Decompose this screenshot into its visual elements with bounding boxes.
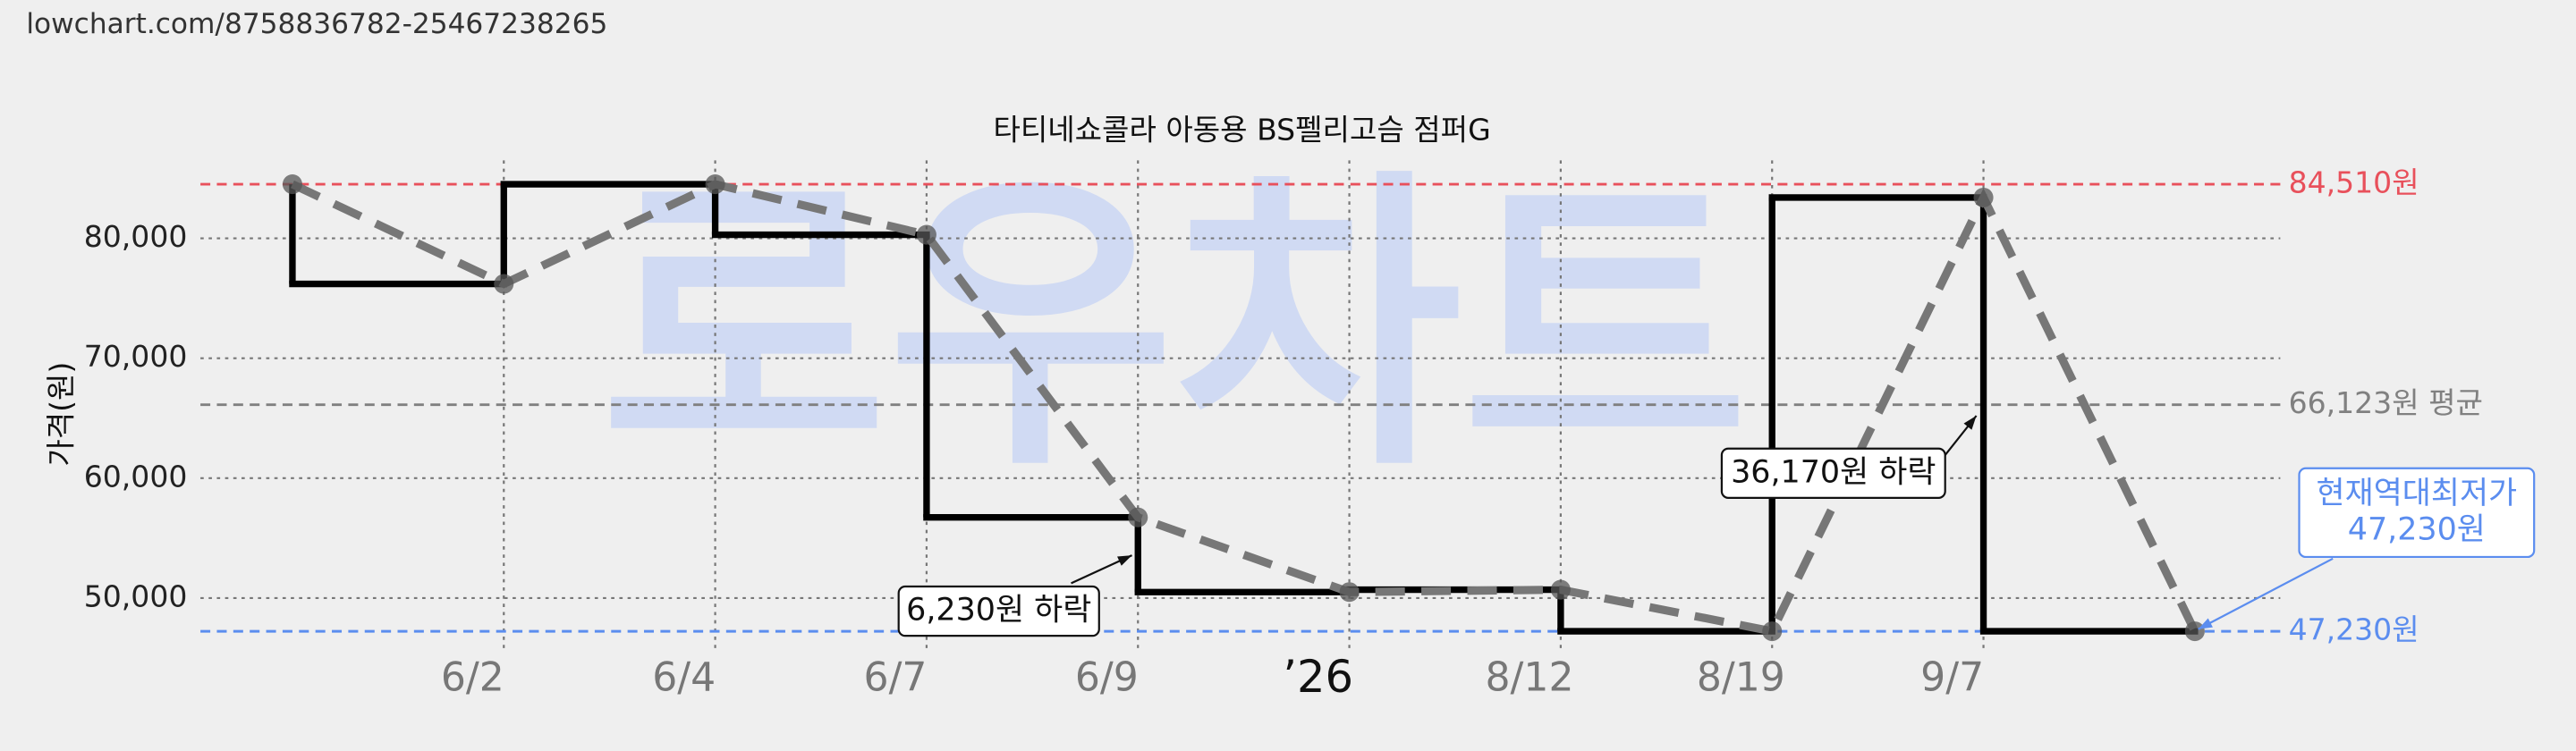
- x-tick-label: 6/7: [864, 655, 928, 701]
- y-tick-label: 60,000: [84, 459, 188, 494]
- price-point: [916, 224, 936, 245]
- price-point: [2184, 621, 2205, 642]
- price-line: [290, 180, 2199, 637]
- annotation-text: 현재역대최저가: [2317, 476, 2518, 511]
- annotation-arrowhead: [1963, 416, 1977, 430]
- reference-label: 66,123원 평균: [2289, 385, 2483, 420]
- price-point: [494, 274, 514, 294]
- watermark: 로우차트: [600, 145, 1749, 508]
- chart-title: 타티네쇼콜라 아동용 BS펠리고슴 점퍼G: [993, 113, 1490, 148]
- y-tick-label: 70,000: [84, 339, 188, 374]
- annotation-text: 36,170원 하락: [1731, 454, 1936, 490]
- price-point: [705, 174, 725, 195]
- x-tick-label: 6/9: [1075, 655, 1139, 701]
- y-tick-label: 50,000: [84, 578, 188, 613]
- x-tick-label: 8/19: [1697, 655, 1785, 701]
- price-point: [282, 174, 302, 195]
- y-axis-label: 가격(원): [43, 362, 78, 467]
- price-point: [1973, 187, 1994, 207]
- annotation-text: 6,230원 하락: [906, 593, 1091, 629]
- annotation-arrowhead: [1117, 555, 1132, 566]
- price-point: [1339, 582, 1360, 603]
- price-point: [1762, 621, 1783, 642]
- x-tick-label: 6/2: [441, 655, 504, 701]
- price-point: [1550, 579, 1571, 600]
- x-tick-label: 6/4: [652, 655, 716, 701]
- reference-label: 84,510원: [2289, 165, 2419, 200]
- x-tick-label: 9/7: [1920, 655, 1984, 701]
- x-tick-label: ’26: [1283, 651, 1353, 703]
- price-point: [1128, 507, 1148, 527]
- annotation-arrow: [2198, 557, 2334, 630]
- annotation-box: [2298, 467, 2536, 559]
- source-url: lowchart.com/8758836782-25467238265: [26, 8, 607, 40]
- annotation-arrowhead: [2198, 618, 2213, 629]
- annotation-box: [1720, 447, 1946, 499]
- reference-label: 47,230원: [2289, 612, 2419, 647]
- annotation-box: [897, 585, 1100, 637]
- annotation-text: 47,230원: [2348, 512, 2486, 548]
- x-tick-label: 8/12: [1486, 655, 1574, 701]
- y-tick-label: 80,000: [84, 219, 188, 254]
